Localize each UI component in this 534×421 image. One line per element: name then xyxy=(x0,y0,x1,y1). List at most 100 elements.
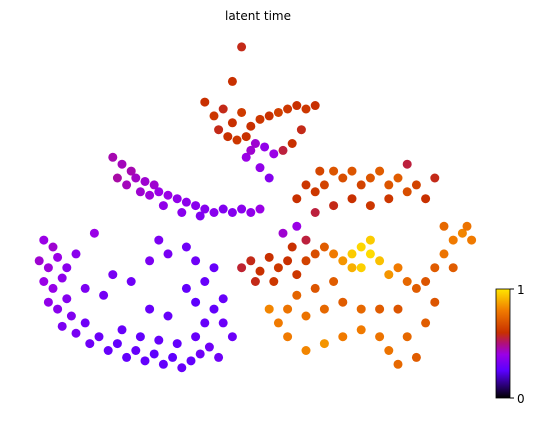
point xyxy=(356,304,366,314)
point xyxy=(319,304,329,314)
point xyxy=(126,166,136,176)
point xyxy=(310,249,320,259)
point xyxy=(62,294,72,304)
point xyxy=(260,142,270,152)
point xyxy=(292,270,302,280)
point xyxy=(356,325,366,335)
point xyxy=(255,114,265,124)
point xyxy=(384,180,394,190)
point xyxy=(53,252,63,262)
point xyxy=(273,318,283,328)
points xyxy=(34,42,477,373)
point xyxy=(402,187,412,197)
point xyxy=(264,252,274,262)
point xyxy=(71,328,81,338)
colorbar-tick-label: 1 xyxy=(517,283,525,297)
point xyxy=(204,342,214,352)
point xyxy=(154,187,164,197)
point xyxy=(131,346,141,355)
point xyxy=(310,208,320,217)
point xyxy=(264,173,274,183)
point xyxy=(365,235,375,245)
point xyxy=(227,76,237,86)
point xyxy=(71,249,81,259)
point xyxy=(411,283,421,293)
point xyxy=(264,304,274,314)
point xyxy=(356,242,366,252)
point xyxy=(200,204,210,214)
point xyxy=(301,346,311,355)
point xyxy=(227,118,237,128)
point xyxy=(246,208,256,217)
point xyxy=(384,194,394,204)
point xyxy=(241,152,251,162)
point xyxy=(338,256,348,266)
point xyxy=(117,325,127,335)
point xyxy=(301,180,311,190)
point xyxy=(80,318,90,328)
point xyxy=(43,297,53,307)
point xyxy=(135,332,145,342)
point xyxy=(384,270,394,280)
point xyxy=(66,311,76,321)
point xyxy=(283,304,293,314)
point xyxy=(375,256,385,266)
point xyxy=(402,332,412,342)
point xyxy=(232,135,242,145)
point xyxy=(467,235,477,245)
point xyxy=(329,166,339,176)
point xyxy=(154,335,164,345)
point xyxy=(375,332,385,342)
point xyxy=(255,163,265,173)
point xyxy=(48,242,58,252)
point xyxy=(255,204,265,214)
point xyxy=(292,101,302,111)
point xyxy=(237,42,247,52)
point xyxy=(195,349,205,359)
point xyxy=(122,352,132,362)
point xyxy=(158,359,168,369)
point xyxy=(200,97,210,107)
point xyxy=(310,283,320,293)
point xyxy=(39,277,49,286)
point xyxy=(347,166,357,176)
point xyxy=(246,256,256,266)
point xyxy=(393,304,403,314)
point xyxy=(283,104,293,114)
point xyxy=(237,107,247,117)
point xyxy=(191,332,201,342)
point xyxy=(250,277,260,286)
point xyxy=(283,256,293,266)
point xyxy=(402,159,412,169)
point xyxy=(356,180,366,190)
point xyxy=(48,283,58,293)
point xyxy=(283,332,293,342)
point xyxy=(430,297,440,307)
point xyxy=(237,263,247,273)
point xyxy=(315,166,325,176)
point xyxy=(191,297,201,307)
point xyxy=(292,290,302,300)
point xyxy=(85,339,95,349)
point xyxy=(273,107,283,117)
point xyxy=(264,111,274,121)
point xyxy=(430,263,440,273)
point xyxy=(140,356,150,366)
point xyxy=(301,104,311,114)
colorbar-tick-label: 0 xyxy=(517,392,525,406)
point xyxy=(163,190,173,200)
point xyxy=(310,187,320,197)
point xyxy=(301,256,311,266)
point xyxy=(278,228,288,238)
point xyxy=(273,263,283,273)
point xyxy=(448,235,458,245)
point xyxy=(310,101,320,111)
point xyxy=(172,339,182,349)
point xyxy=(145,256,155,266)
point xyxy=(439,249,449,259)
point xyxy=(223,132,233,142)
point xyxy=(269,277,279,286)
point xyxy=(209,263,219,273)
point xyxy=(99,290,109,300)
